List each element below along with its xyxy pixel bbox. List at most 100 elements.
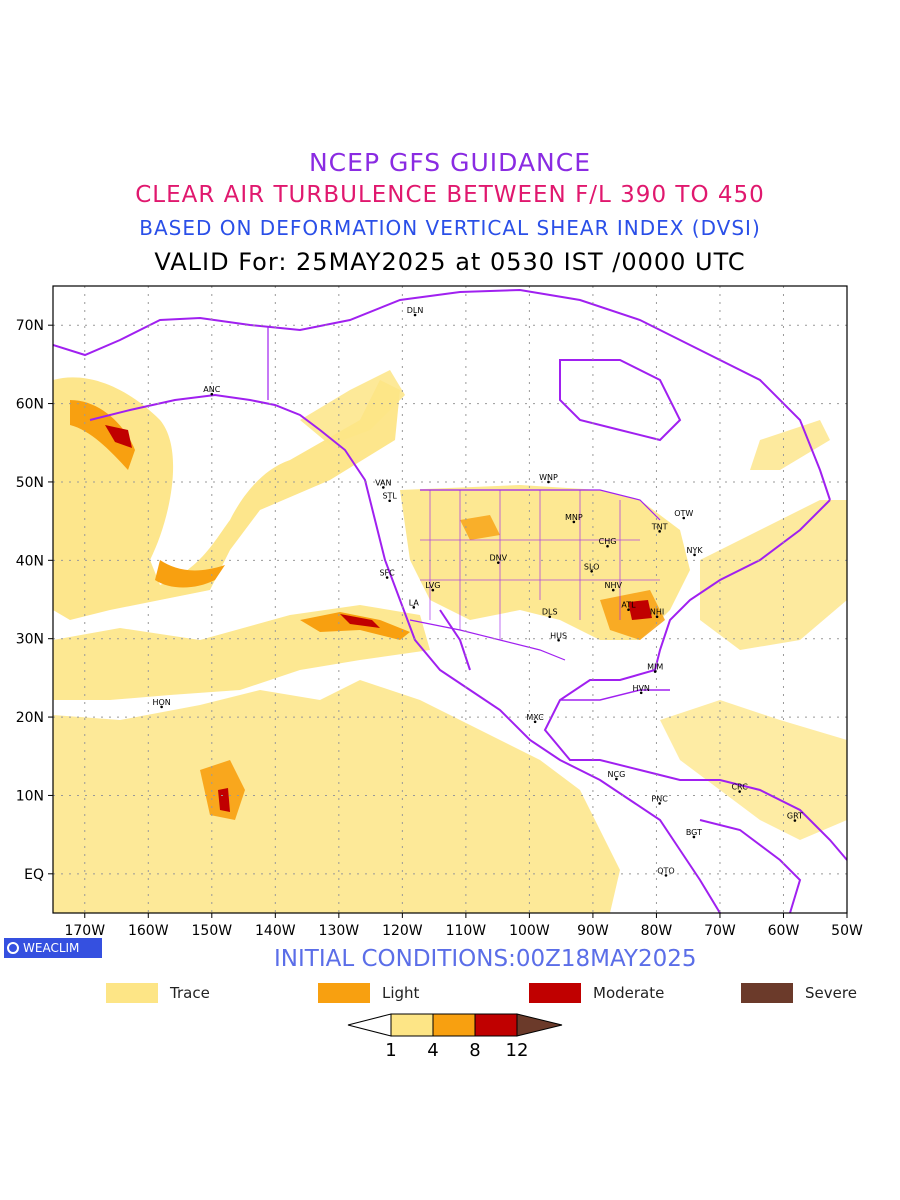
station-label: WNP xyxy=(539,473,558,482)
lat-label: 50N xyxy=(16,475,44,491)
trace-region-atlantic xyxy=(700,500,847,650)
initial-conditions: INITIAL CONDITIONS:00Z18MAY2025 xyxy=(274,946,697,972)
longitude-axis: 170W 160W 150W 140W 130W 120W 110W 100W 90W 80W 70… xyxy=(64,913,863,939)
station-label: ATL xyxy=(621,601,636,610)
lat-label: 10N xyxy=(16,788,44,804)
station-label: SLO xyxy=(584,562,600,571)
legend-moderate: Moderate xyxy=(529,983,664,1003)
light-region-north-pacific xyxy=(155,560,225,588)
colorbar-moderate xyxy=(474,1013,518,1037)
colorbar-high-arrow xyxy=(516,1013,563,1037)
lon-label: 70W xyxy=(704,923,736,939)
station-marker xyxy=(693,553,696,557)
station-marker xyxy=(658,530,661,533)
trace-region-gulf-alaska xyxy=(300,370,405,445)
station-label: DNV xyxy=(489,554,507,563)
station-marker xyxy=(682,516,686,520)
legend-light-label: Light xyxy=(382,984,420,1002)
lat-label: 60N xyxy=(16,397,44,413)
station-marker xyxy=(658,802,661,805)
lon-label: 80W xyxy=(641,923,673,939)
light-region-bering xyxy=(70,400,135,470)
lon-label: 100W xyxy=(509,923,550,939)
south-america-coast xyxy=(699,819,802,913)
trace-region-north-pacific xyxy=(53,377,400,620)
station-label: MIM xyxy=(647,663,663,672)
colorbar: 1 4 8 12 xyxy=(347,1013,563,1061)
station-label: SFC xyxy=(379,569,395,578)
station-label: NHI xyxy=(650,608,664,617)
station-label: HUS xyxy=(550,631,567,640)
lon-label: 90W xyxy=(577,923,609,939)
moderate-region-bering xyxy=(105,425,132,448)
brand-label: WEACLIM xyxy=(23,941,80,955)
station-label: NHV xyxy=(605,581,623,590)
lat-label: EQ xyxy=(24,867,44,883)
arctic-coastline xyxy=(53,288,831,501)
station-marker xyxy=(388,499,391,503)
lon-label: 110W xyxy=(446,923,487,939)
lat-label: 40N xyxy=(16,553,44,569)
station-marker xyxy=(692,835,696,839)
lon-label: 60W xyxy=(768,923,800,939)
station-label: STL xyxy=(382,492,397,501)
baja xyxy=(439,609,471,671)
light-turbulence-layer xyxy=(70,400,665,820)
station-label: HON xyxy=(152,698,170,707)
legend-severe-label: Severe xyxy=(805,984,857,1002)
trace-turbulence-layer xyxy=(53,370,847,913)
station-label: DLS xyxy=(542,608,558,617)
pacific-coastline xyxy=(89,393,721,913)
hudson-bay xyxy=(559,359,682,442)
station-marker xyxy=(210,392,214,396)
lon-label: 50W xyxy=(831,923,863,939)
station-label: NCG xyxy=(608,770,626,779)
station-marker xyxy=(572,520,576,524)
light-region-rockies xyxy=(460,515,500,540)
station-marker xyxy=(664,874,668,877)
map-frame xyxy=(52,285,848,914)
station-marker xyxy=(627,608,630,611)
moderate-region-southeast-us xyxy=(628,600,652,620)
lon-label: 160W xyxy=(128,923,169,939)
colorbar-tick-4: 4 xyxy=(427,1040,438,1061)
station-label: HVN xyxy=(632,684,649,693)
legend-moderate-swatch xyxy=(529,983,581,1003)
station-marker xyxy=(655,615,659,619)
station-label: PNC xyxy=(651,794,668,803)
station-label: MXC xyxy=(526,713,544,722)
station-marker xyxy=(548,615,552,619)
cuba xyxy=(560,689,670,701)
legend-severe-swatch xyxy=(741,983,793,1003)
colorbar-tick-1: 1 xyxy=(385,1040,396,1061)
us-canada-border xyxy=(420,489,661,521)
station-marker xyxy=(533,720,537,724)
map-area: ANC DLN VAN STL WNP MNP TNT OTW CHG NYK SFC DNV SLO L… xyxy=(53,286,847,913)
station-marker xyxy=(590,569,593,573)
legend-trace: Trace xyxy=(106,983,210,1003)
station-label: LA xyxy=(409,598,420,607)
lon-label: 170W xyxy=(64,923,105,939)
station-label: VAN xyxy=(375,478,391,487)
station-marker xyxy=(382,486,385,489)
station-marker xyxy=(413,313,417,317)
colorbar-tick-12: 12 xyxy=(506,1040,529,1061)
station-marker xyxy=(639,691,643,695)
trace-region-caribbean xyxy=(660,700,847,840)
lat-label: 20N xyxy=(16,710,44,726)
latitude-axis: 70N 60N 50N 40N 30N 20N 10N EQ xyxy=(16,318,53,883)
station-marker xyxy=(738,790,741,793)
trace-region-tropics xyxy=(53,680,620,913)
legend-trace-swatch xyxy=(106,983,158,1003)
station-label: LVG xyxy=(425,581,440,590)
station-label: QTO xyxy=(657,866,674,875)
lon-label: 150W xyxy=(192,923,233,939)
colorbar-trace xyxy=(390,1013,434,1037)
lon-label: 120W xyxy=(382,923,423,939)
state-borders xyxy=(420,490,660,640)
colorbar-low-arrow xyxy=(347,1013,392,1037)
lon-label: 140W xyxy=(255,923,296,939)
legend-light-swatch xyxy=(318,983,370,1003)
graticule xyxy=(53,286,847,913)
moderate-turbulence-layer xyxy=(105,425,652,812)
